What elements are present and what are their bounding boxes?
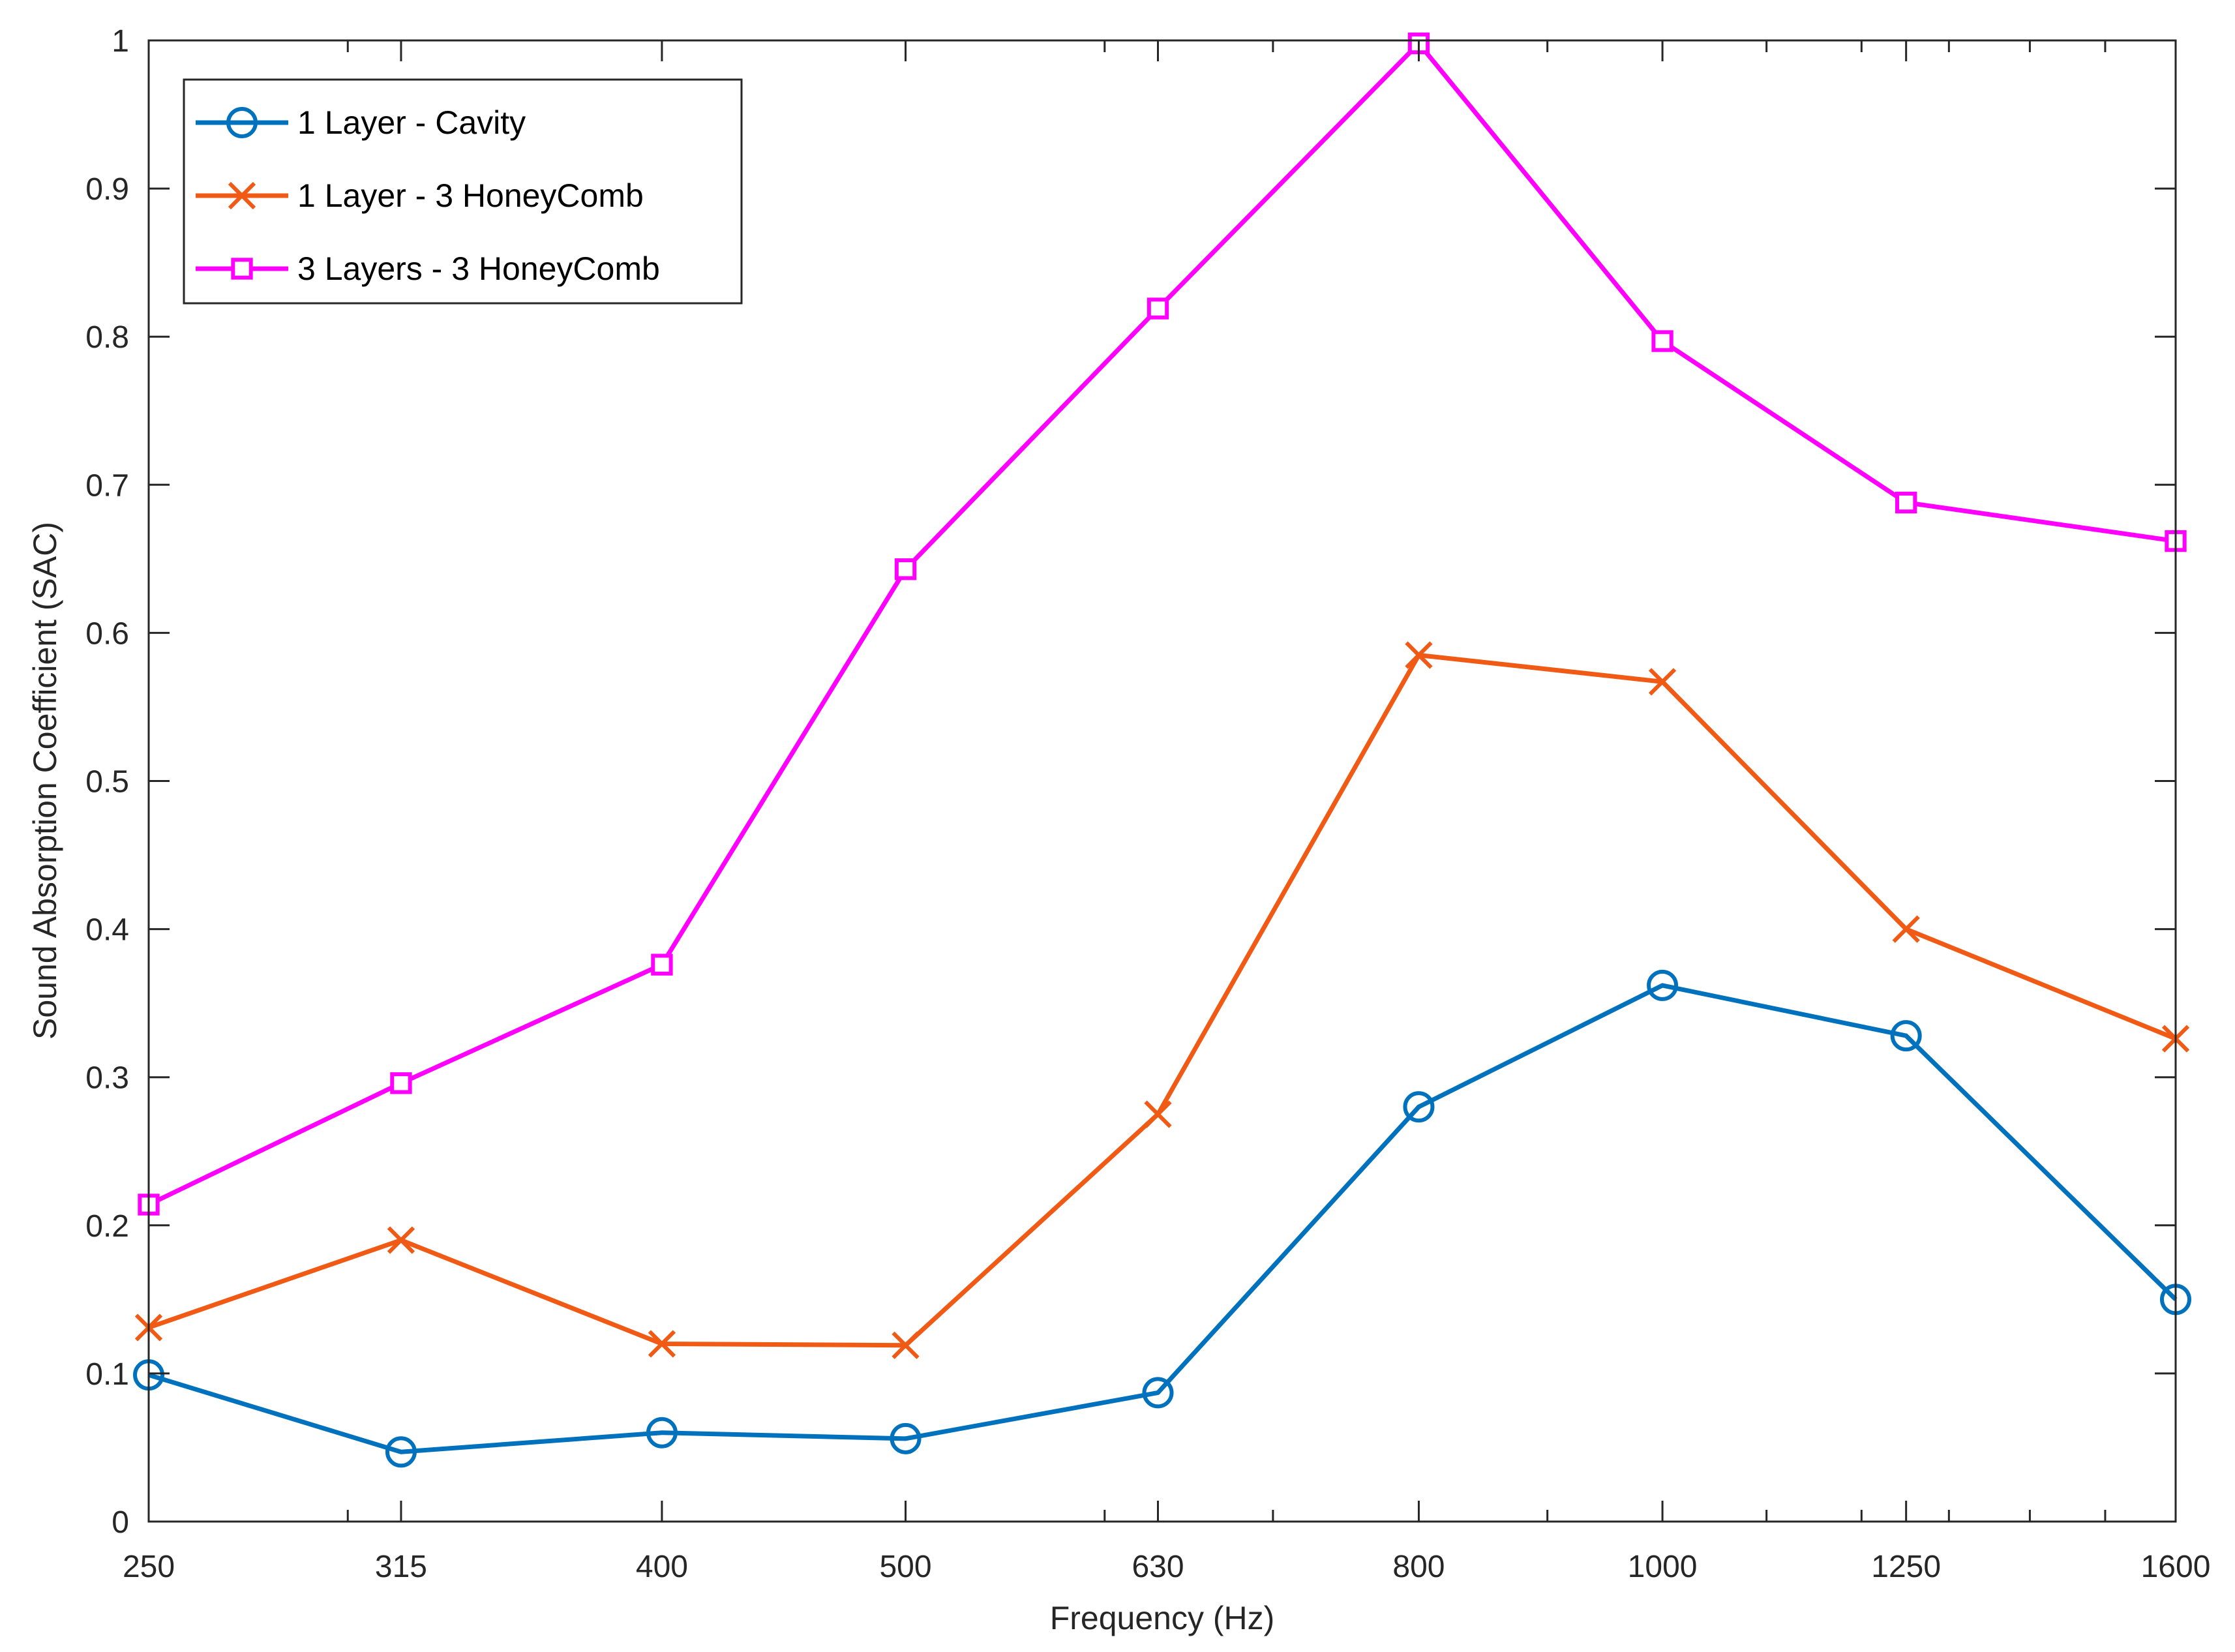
data-point xyxy=(892,1331,920,1359)
data-point xyxy=(228,181,256,210)
legend-label: 1 Layer - 3 HoneyComb xyxy=(297,177,644,214)
data-point xyxy=(231,258,253,280)
plot-box xyxy=(147,39,2177,1523)
data-point xyxy=(1647,969,1679,1001)
legend-item: 3 Layers - 3 HoneyComb xyxy=(196,250,660,287)
data-point xyxy=(646,1417,678,1449)
y-tick-label: 0.9 xyxy=(85,172,129,207)
y-tick-label: 0.6 xyxy=(85,616,129,651)
y-tick-label: 1 xyxy=(112,24,129,59)
y-tick-label: 0 xyxy=(112,1505,129,1540)
y-tick-label: 0.8 xyxy=(85,320,129,355)
data-point xyxy=(226,107,258,138)
y-tick-label: 0.4 xyxy=(85,913,129,948)
data-point xyxy=(1648,668,1677,696)
data-point xyxy=(385,1436,417,1468)
data-point xyxy=(390,1072,412,1094)
data-point xyxy=(651,954,673,976)
legend-label: 1 Layer - Cavity xyxy=(297,104,526,141)
y-tick-label: 0.3 xyxy=(85,1061,129,1096)
data-point xyxy=(1651,330,1673,352)
data-point xyxy=(1405,641,1433,669)
x-tick-label: 630 xyxy=(1132,1550,1184,1584)
data-point xyxy=(1890,1020,1922,1052)
x-tick-label: 1000 xyxy=(1628,1550,1698,1584)
x-axis-title: Frequency (Hz) xyxy=(1050,1600,1275,1636)
y-tick-label: 0.7 xyxy=(85,468,129,503)
data-point xyxy=(894,558,917,580)
data-point xyxy=(1144,1100,1172,1128)
x-tick-label: 400 xyxy=(636,1550,688,1584)
legend: 1 Layer - Cavity 1 Layer - 3 HoneyComb 3 L… xyxy=(183,78,743,305)
legend-item: 1 Layer - Cavity xyxy=(196,104,526,141)
data-point xyxy=(387,1226,415,1254)
y-tick-label: 0.2 xyxy=(85,1209,129,1244)
series-line xyxy=(147,983,2178,1454)
x-tick-label: 500 xyxy=(879,1550,931,1584)
data-point xyxy=(1142,1377,1174,1409)
series-3-layers-3-honeycomb xyxy=(138,32,2187,1216)
data-point xyxy=(1895,491,1917,514)
x-tick-label: 1600 xyxy=(2141,1550,2211,1584)
data-point xyxy=(648,1330,676,1358)
y-axis-title: Sound Absorption Coefficient (SAC) xyxy=(27,522,63,1040)
legend-box xyxy=(183,78,743,305)
data-point xyxy=(890,1422,922,1454)
x-axis-ticks: 250 315 400 500 630 800 1000 1250 1600 xyxy=(123,40,2210,1584)
x-tick-label: 800 xyxy=(1392,1550,1445,1584)
legend-label: 3 Layers - 3 HoneyComb xyxy=(297,250,660,287)
x-tick-label: 250 xyxy=(123,1550,175,1584)
legend-item: 1 Layer - 3 HoneyComb xyxy=(196,177,644,214)
data-point xyxy=(1147,297,1169,320)
x-tick-label: 1250 xyxy=(1871,1550,1941,1584)
x-tick-label: 315 xyxy=(375,1550,427,1584)
y-axis-ticks: 0 0.1 0.2 0.3 0.4 0.5 0.6 0.7 0.8 0.9 1 xyxy=(85,24,2176,1540)
data-point xyxy=(1892,915,1920,943)
series-1-layer-3-honeycomb xyxy=(134,641,2190,1359)
data-point xyxy=(1403,1091,1435,1123)
minor-ticks xyxy=(346,40,2107,1522)
y-tick-label: 0.5 xyxy=(85,765,129,800)
y-tick-label: 0.1 xyxy=(85,1357,129,1392)
